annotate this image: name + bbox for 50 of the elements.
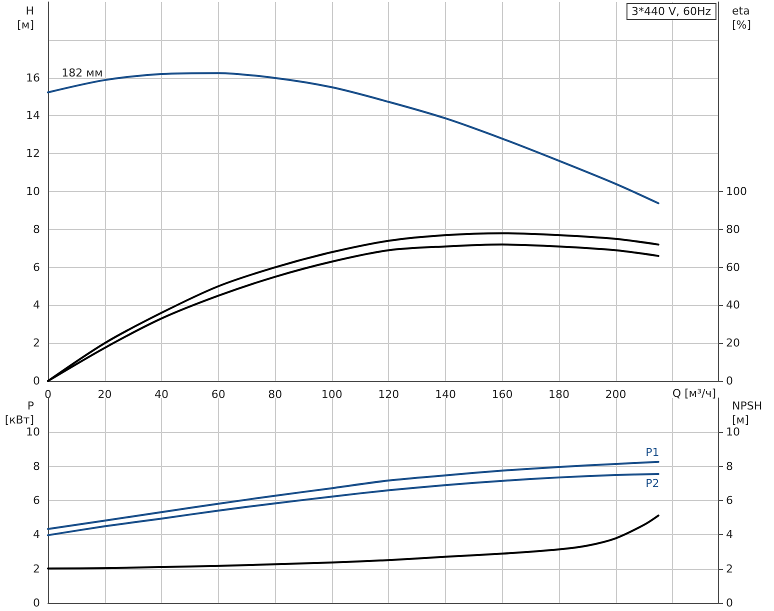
y-tick-label: 6 [33, 260, 40, 274]
line-series [47, 460, 660, 530]
y-tick-label: 4 [33, 528, 40, 542]
y-tick-label: 0 [33, 374, 40, 388]
y-tick-label: 16 [26, 71, 40, 84]
y2-axis-title: eta [%] [732, 4, 752, 32]
y2-tick-label: 0 [726, 374, 733, 388]
x-axis-title: Q [м³/ч] [672, 387, 716, 400]
y-tick-label: 2 [33, 336, 40, 350]
y2-tick-label: 4 [726, 528, 733, 542]
x-tick-label: 40 [154, 388, 169, 401]
x-tick-label: 120 [378, 388, 400, 401]
y-tick-label: 2 [33, 562, 40, 576]
x-tick-label: 80 [268, 388, 282, 401]
y-tick-label: 12 [26, 147, 40, 160]
x-tick-label: 100 [321, 388, 342, 401]
y-tick-label: 10 [26, 426, 40, 439]
line-series [47, 473, 660, 536]
series-label: P1 [646, 446, 660, 459]
x-tick-label: 140 [434, 388, 456, 401]
x-tick-label: 160 [492, 388, 513, 401]
x-tick-label: 200 [605, 388, 626, 401]
x-tick-label: 0 [44, 388, 52, 401]
y2-tick-label: 40 [726, 298, 740, 312]
line-series [47, 514, 660, 570]
series-label: 182 мм [62, 66, 103, 80]
y-tick-label: 4 [33, 298, 40, 312]
y-tick-label: 6 [33, 494, 40, 507]
y-tick-label: 8 [33, 460, 40, 473]
y-tick-label: 0 [33, 596, 40, 610]
x-tick-label: 20 [98, 388, 112, 401]
y2-tick-label: 2 [726, 562, 733, 576]
y2-tick-label: 80 [726, 222, 740, 236]
x-tick-label: 180 [548, 388, 570, 401]
y-axis-title: P [кВт] [4, 399, 34, 426]
y-tick-label: 8 [33, 222, 40, 236]
y-axis-title: H [м] [17, 4, 34, 32]
chart-title: 3*440 V, 60Hz [631, 5, 712, 18]
y2-tick-label: 20 [726, 336, 740, 350]
x-tick-label: 60 [211, 388, 226, 401]
series-label: P2 [646, 477, 660, 490]
y2-axis-title: NPSH [м] [732, 399, 762, 426]
y2-tick-label: 100 [726, 185, 747, 198]
y2-tick-label: 6 [726, 494, 733, 507]
y-tick-label: 14 [26, 109, 40, 122]
y2-tick-label: 10 [726, 426, 740, 439]
y2-tick-label: 60 [726, 260, 740, 274]
y2-tick-label: 8 [726, 460, 733, 473]
y2-tick-label: 0 [726, 596, 733, 610]
y-tick-label: 10 [26, 185, 40, 198]
